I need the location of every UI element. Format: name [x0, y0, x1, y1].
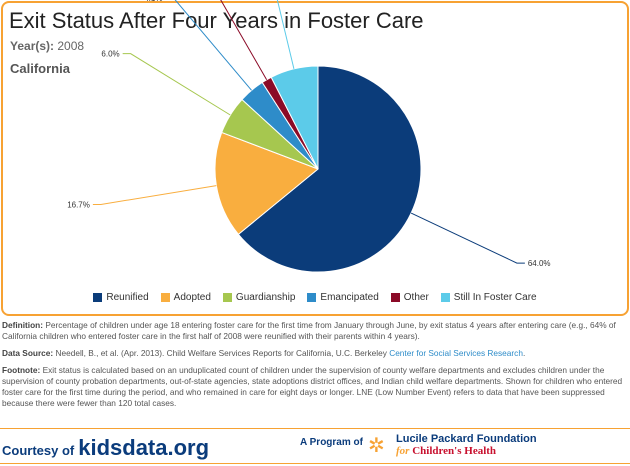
footnote: Footnote: Exit status is calculated base…: [2, 365, 623, 408]
legend-item[interactable]: Adopted: [160, 292, 211, 303]
source-link[interactable]: Center for Social Services Research: [389, 348, 523, 358]
foundation-logo[interactable]: Lucile Packard Foundation for Children's …: [396, 433, 537, 457]
pie-chart: 64.0%16.7%6.0%4.1%1.6%7.5%: [67, 0, 551, 273]
legend-swatch: [307, 293, 317, 302]
footer: Courtesy of kidsdata.org A Program of ✲ L…: [0, 428, 630, 464]
leader-line: [410, 212, 525, 264]
leader-line: [122, 53, 231, 116]
legend-label: Emancipated: [320, 292, 379, 303]
legend-item[interactable]: Other: [390, 292, 429, 303]
legend: Reunified Adopted Guardianship Emancipated O…: [0, 292, 630, 303]
data-label: 6.0%: [101, 50, 119, 59]
chart-title: Exit Status After Four Years in Foster C…: [9, 8, 424, 33]
foundation-star-icon: ✲: [368, 435, 385, 457]
legend-swatch: [222, 293, 232, 302]
legend-label: Other: [403, 292, 429, 303]
pie-slice-still-in-foster-care[interactable]: [270, 65, 319, 170]
legend-item[interactable]: Reunified: [93, 292, 149, 303]
legend-label: Guardianship: [235, 292, 296, 303]
leader-line: [174, 0, 252, 91]
data-source: Data Source: Needell, B., et al. (Apr. 2…: [2, 348, 526, 358]
legend-item[interactable]: Guardianship: [222, 292, 296, 303]
legend-swatch: [160, 293, 170, 302]
legend-item[interactable]: Emancipated: [307, 292, 379, 303]
program-label: A Program of: [300, 437, 363, 448]
data-label: 64.0%: [528, 259, 551, 268]
definition: Definition: Percentage of children under…: [2, 320, 616, 341]
legend-label: Reunified: [106, 292, 149, 303]
pie-slice-adopted[interactable]: [214, 131, 319, 236]
notes: Definition: Percentage of children under…: [2, 320, 624, 415]
chart-panel: [1, 1, 629, 316]
leader-line: [220, 0, 268, 80]
data-label: 4.1%: [144, 0, 162, 3]
legend-swatch: [93, 293, 103, 302]
legend-label: Still In Foster Care: [453, 292, 537, 303]
year-label: Year(s): 2008: [10, 39, 85, 53]
region-label: California: [10, 61, 70, 76]
legend-label: Adopted: [173, 292, 211, 303]
legend-swatch: [390, 293, 400, 302]
data-label: 16.7%: [67, 200, 90, 209]
leader-line: [276, 0, 295, 69]
kidsdata-logo[interactable]: Courtesy of kidsdata.org: [2, 435, 210, 460]
legend-item[interactable]: Still In Foster Care: [440, 292, 537, 303]
leader-line: [92, 185, 217, 205]
legend-swatch: [440, 293, 450, 302]
